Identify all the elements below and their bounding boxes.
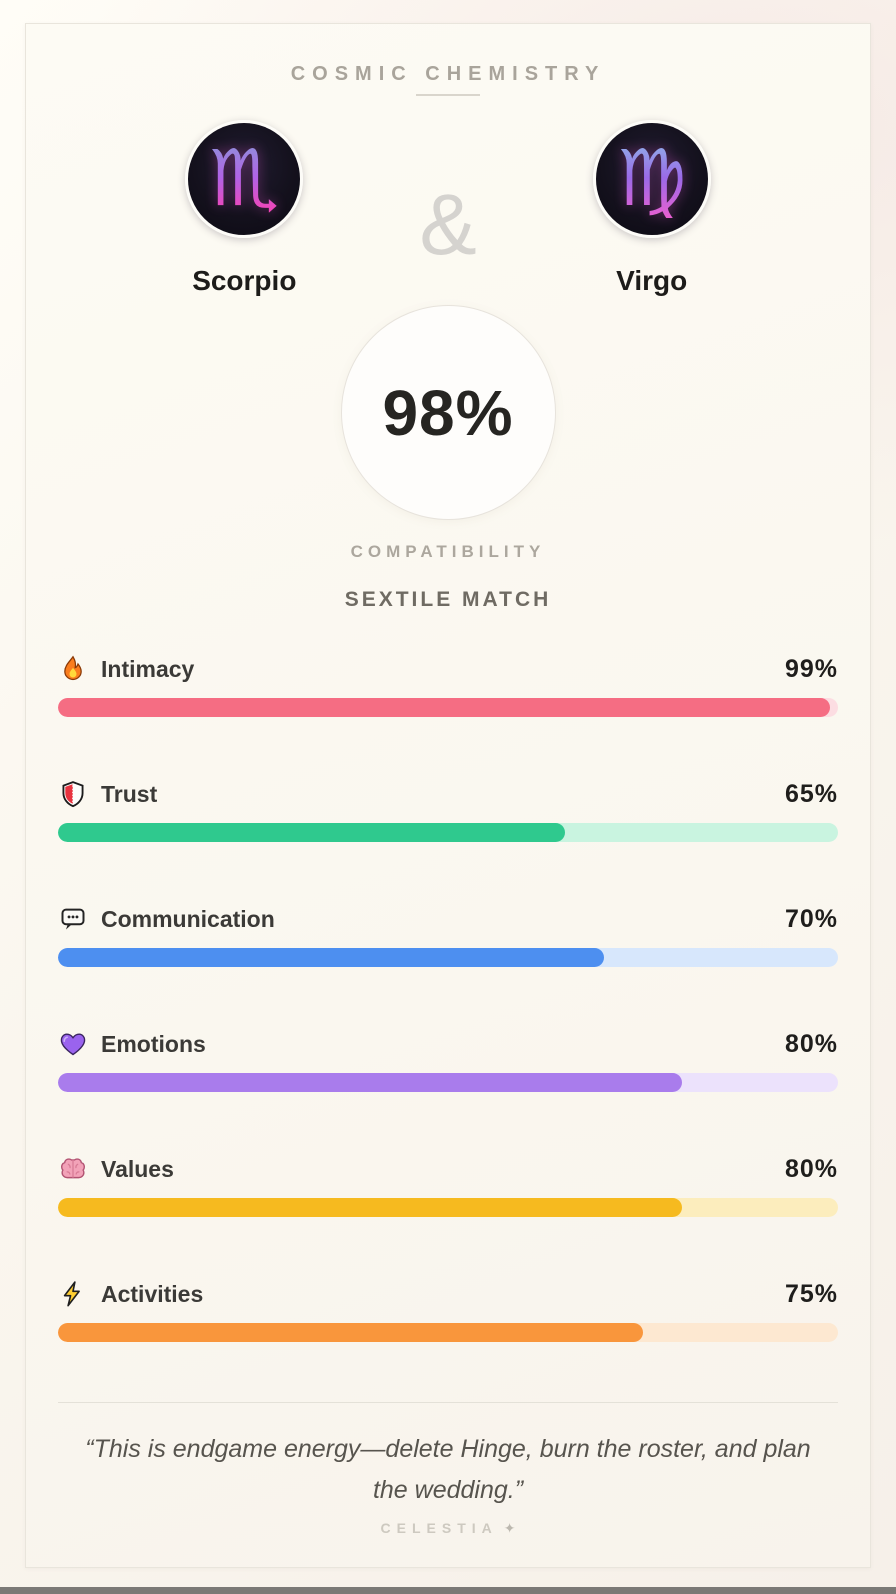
purple-heart-icon xyxy=(58,1029,88,1059)
stat-row: Activities 75% xyxy=(58,1277,838,1342)
stat-label: Values xyxy=(101,1155,174,1182)
stat-progress-fill xyxy=(58,1198,682,1217)
brand-footer: CELESTIA ✦ xyxy=(26,1520,870,1537)
stat-label: Activities xyxy=(101,1280,204,1307)
stat-progress-fill xyxy=(58,1323,643,1342)
divider xyxy=(58,1402,838,1403)
compatibility-score-circle: 98% xyxy=(340,305,556,520)
quote-text: “This is endgame energy—delete Hinge, bu… xyxy=(85,1435,811,1504)
stat-row: Intimacy 99% xyxy=(58,652,838,717)
stat-value: 99% xyxy=(784,654,838,683)
virgo-sign-icon: ♍ xyxy=(616,134,687,224)
stat-value: 65% xyxy=(784,779,838,808)
stat-progress-fill xyxy=(58,698,831,717)
compatibility-score: 98% xyxy=(382,376,514,449)
stat-row: Emotions 80% xyxy=(58,1027,838,1092)
stat-progress-fill xyxy=(58,948,604,967)
stat-value: 70% xyxy=(784,904,838,933)
brand-name: CELESTIA xyxy=(380,1520,498,1536)
stat-progress-track xyxy=(58,698,838,717)
stat-progress-track xyxy=(58,1073,838,1092)
cosmic-chemistry-card: COSMIC CHEMISTRY ♏ Scorpio & ♍ Virgo 98%… xyxy=(25,23,871,1568)
sign-left: ♏ Scorpio xyxy=(139,120,349,297)
stat-value: 80% xyxy=(784,1029,838,1058)
stat-row: Trust 65% xyxy=(58,777,838,842)
fire-icon xyxy=(58,654,88,684)
shield-icon xyxy=(58,779,88,809)
page-title: COSMIC CHEMISTRY xyxy=(290,63,606,85)
stat-progress-track xyxy=(58,1323,838,1342)
scorpio-sign-icon: ♏ xyxy=(209,134,280,224)
stat-progress-fill xyxy=(58,823,565,842)
stats-list: Intimacy 99% Trust 65% Communication 70% xyxy=(26,652,870,1342)
stat-row: Communication 70% xyxy=(58,902,838,967)
speech-bubble-icon xyxy=(58,904,88,934)
sign-pair: ♏ Scorpio & ♍ Virgo xyxy=(26,120,870,297)
compatibility-label: COMPATIBILITY xyxy=(350,542,546,561)
stat-row: Values 80% xyxy=(58,1152,838,1217)
virgo-badge: ♍ xyxy=(592,120,711,238)
stat-progress-track xyxy=(58,823,838,842)
brain-icon xyxy=(58,1154,88,1184)
stat-progress-fill xyxy=(58,1073,682,1092)
lightning-icon xyxy=(58,1279,88,1309)
stat-label: Emotions xyxy=(101,1030,206,1057)
ampersand-separator: & xyxy=(419,177,477,273)
title-underline xyxy=(416,94,480,96)
sign-name-right: Virgo xyxy=(616,265,688,296)
stat-progress-track xyxy=(58,948,838,967)
stat-value: 75% xyxy=(784,1279,838,1308)
sign-right: ♍ Virgo xyxy=(547,120,757,297)
stat-progress-track xyxy=(58,1198,838,1217)
bottom-edge-strip xyxy=(0,1587,896,1594)
sign-name-left: Scorpio xyxy=(192,265,297,296)
match-type-label: SEXTILE MATCH xyxy=(344,588,552,611)
sparkle-icon: ✦ xyxy=(503,1520,516,1536)
scorpio-badge: ♏ xyxy=(185,120,304,238)
stat-label: Intimacy xyxy=(101,655,195,682)
stat-label: Trust xyxy=(101,780,158,807)
stat-value: 80% xyxy=(784,1154,838,1183)
stat-label: Communication xyxy=(101,905,275,932)
